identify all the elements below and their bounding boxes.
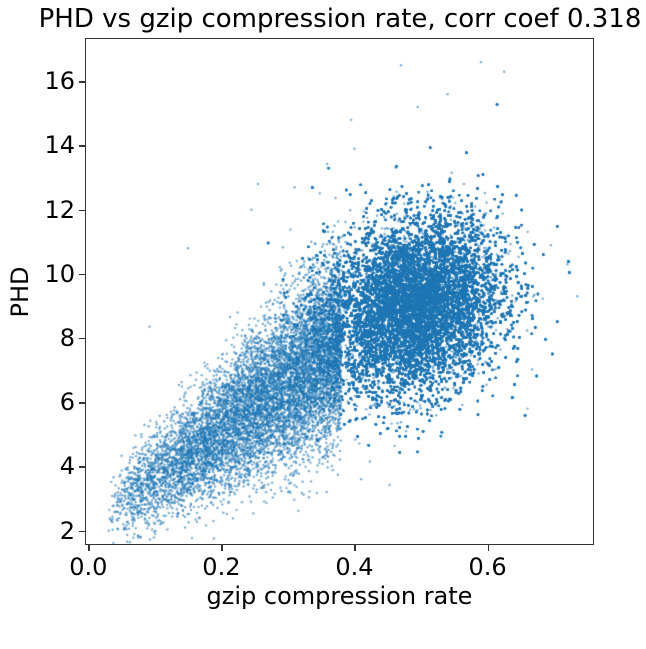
y-tick-mark (79, 338, 85, 340)
x-tick-mark (221, 545, 223, 551)
scatter-plot-area (85, 38, 594, 545)
y-tick-mark (79, 530, 85, 532)
x-tick-label: 0.2 (202, 553, 241, 581)
axes-frame (85, 38, 594, 545)
y-tick-mark (79, 273, 85, 276)
x-tick-mark (88, 545, 90, 551)
y-axis-label: PHD (6, 266, 34, 318)
x-tick-label: 0.6 (468, 553, 507, 581)
y-tick-label: 2 (59, 516, 75, 545)
chart-title: PHD vs gzip compression rate, corr coef … (38, 4, 642, 34)
y-tick-mark (79, 402, 85, 404)
y-tick-mark (79, 466, 85, 468)
x-tick-mark (354, 545, 356, 551)
y-tick-label: 6 (59, 388, 75, 417)
y-tick-label: 16 (44, 67, 75, 96)
y-tick-mark (79, 145, 85, 147)
y-tick-label: 12 (44, 195, 75, 224)
y-tick-label: 10 (44, 259, 75, 288)
x-tick-label: 0.4 (335, 553, 374, 581)
x-tick-mark (487, 545, 489, 551)
y-tick-mark (79, 81, 85, 83)
y-tick-label: 8 (59, 324, 75, 353)
y-tick-label: 4 (59, 452, 75, 481)
x-tick-label: 0.0 (69, 553, 108, 581)
x-axis-label: gzip compression rate (206, 582, 473, 610)
y-tick-label: 14 (44, 131, 75, 160)
y-tick-mark (79, 209, 85, 211)
